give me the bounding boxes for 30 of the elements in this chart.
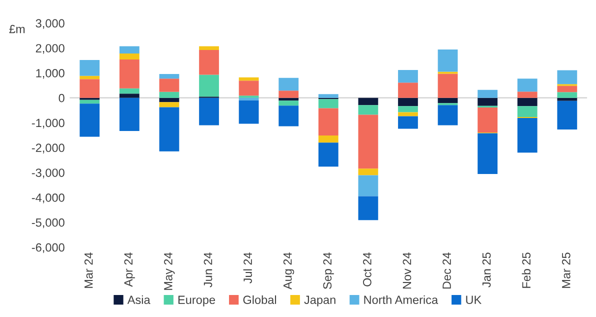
legend-label: North America bbox=[364, 295, 438, 304]
x-tick-label: Feb 25 bbox=[522, 252, 531, 288]
x-tick-label: Dec 24 bbox=[442, 252, 451, 289]
legend-label: Asia bbox=[127, 295, 150, 304]
x-tick-label: Jan 25 bbox=[482, 252, 491, 288]
y-tick-label: 2,000 bbox=[36, 44, 64, 54]
legend-label: Europe bbox=[178, 296, 216, 306]
x-tick-label: Jun 24 bbox=[204, 252, 212, 288]
y-tick-label: -1,000 bbox=[32, 118, 64, 129]
x-tick-label: Mar 24 bbox=[84, 252, 93, 288]
y-tick-label: 0 bbox=[58, 94, 64, 102]
y-axis-title: £m bbox=[9, 24, 25, 34]
y-tick-label: 1,000 bbox=[36, 68, 64, 79]
y-tick-label: 3,000 bbox=[36, 19, 64, 29]
legend-label: Global bbox=[243, 295, 276, 304]
x-tick-label: May 24 bbox=[164, 252, 175, 290]
y-tick-label: -2,000 bbox=[32, 144, 64, 154]
x-tick-label: Jul 24 bbox=[243, 252, 252, 284]
y-tick-label: -6,000 bbox=[32, 243, 64, 254]
x-tick-label: Sep 24 bbox=[323, 252, 334, 289]
x-tick-label: Aug 24 bbox=[283, 252, 294, 290]
x-tick-label: Nov 24 bbox=[402, 252, 412, 289]
legend-label: UK bbox=[466, 296, 482, 304]
y-tick-label: -3,000 bbox=[32, 168, 64, 178]
x-tick-label: Mar 25 bbox=[562, 252, 570, 288]
y-tick-label: -4,000 bbox=[32, 193, 64, 204]
x-tick-label: Oct 24 bbox=[363, 252, 372, 286]
legend-label: Japan bbox=[304, 296, 336, 306]
x-tick-label: Apr 24 bbox=[124, 252, 135, 287]
y-tick-label: -5,000 bbox=[32, 218, 64, 228]
